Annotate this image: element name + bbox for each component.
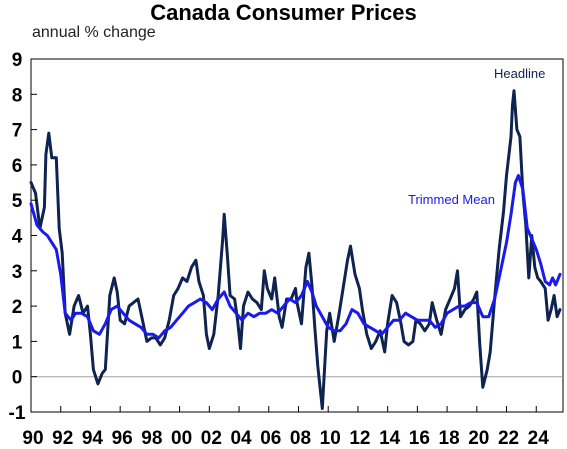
x-tick-label: 12 xyxy=(349,428,370,449)
x-tick-label: 98 xyxy=(141,428,162,449)
x-tick-label: 16 xyxy=(409,428,430,449)
x-tick-label: 22 xyxy=(498,428,519,449)
x-tick-label: 02 xyxy=(201,428,222,449)
y-tick-label: 6 xyxy=(12,156,23,177)
x-tick-label: 10 xyxy=(320,428,341,449)
x-tick-label: 96 xyxy=(112,428,133,449)
x-tick-label: 94 xyxy=(82,428,104,449)
series-label-headline: Headline xyxy=(494,66,545,81)
x-tick-label: 18 xyxy=(439,428,460,449)
x-tick-label: 92 xyxy=(52,428,73,449)
y-tick-label: 5 xyxy=(12,191,23,212)
x-tick-label: 90 xyxy=(22,428,43,449)
x-tick-label: 00 xyxy=(171,428,192,449)
y-tick-label: 9 xyxy=(12,50,23,71)
x-tick-label: 20 xyxy=(468,428,489,449)
x-tick-label: 08 xyxy=(290,428,311,449)
x-tick-label: 06 xyxy=(260,428,281,449)
y-tick-label: 1 xyxy=(12,332,23,353)
x-tick-label: 04 xyxy=(230,428,252,449)
series-label-trimmed-mean: Trimmed Mean xyxy=(408,192,495,207)
series-line-trimmed-mean xyxy=(29,174,562,340)
x-tick-label: 24 xyxy=(528,428,550,449)
chart-title: Canada Consumer Prices xyxy=(150,0,417,25)
y-tick-label: 8 xyxy=(12,85,23,106)
y-axis-label: annual % change xyxy=(32,24,156,41)
y-tick-label: 4 xyxy=(12,227,23,248)
y-tick-label: -1 xyxy=(9,403,26,424)
x-tick-label: 14 xyxy=(379,428,401,449)
y-tick-label: 0 xyxy=(12,368,23,389)
y-tick-label: 3 xyxy=(12,262,23,283)
y-tick-label: 2 xyxy=(12,297,23,318)
plot-area xyxy=(30,58,564,413)
y-tick-label: 7 xyxy=(12,121,23,142)
